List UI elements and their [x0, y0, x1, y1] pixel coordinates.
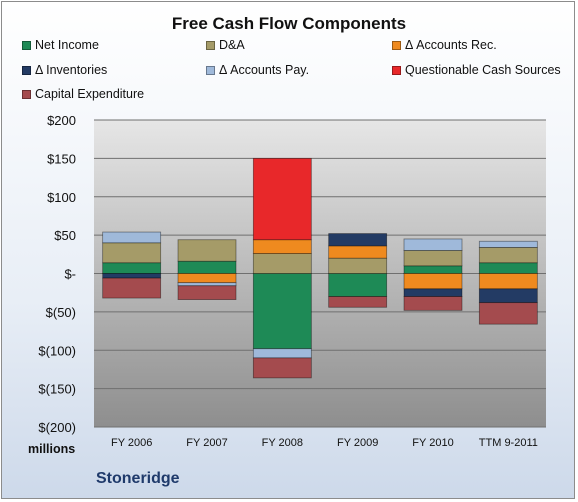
bar-segment — [328, 296, 388, 308]
bar-segment — [403, 265, 463, 274]
legend-swatch — [22, 89, 31, 99]
bar-segment — [403, 288, 463, 297]
legend-swatch — [22, 65, 31, 75]
company-name: Stoneridge — [96, 470, 180, 487]
y-tick-label: $200 — [47, 113, 76, 128]
bar-segment — [478, 247, 538, 264]
legend-entry-questionable-cash: Questionable Cash Sources — [392, 63, 561, 77]
y-tick-label: $100 — [47, 190, 76, 205]
bar-segment — [403, 250, 463, 267]
legend-label: Δ Inventories — [35, 63, 108, 77]
legend-label: Capital Expenditure — [35, 87, 145, 101]
bar-segment — [478, 273, 538, 290]
bar-segment — [328, 273, 388, 297]
chart-title: Free Cash Flow Components — [171, 14, 407, 33]
x-tick-label: TTM 9-2011 — [479, 437, 538, 449]
legend-swatch — [392, 65, 401, 75]
x-tick-label: FY 2006 — [111, 437, 152, 449]
bar-segment — [478, 288, 538, 304]
bar-segment — [252, 253, 312, 274]
legend-label: Δ Accounts Pay. — [219, 63, 310, 77]
legend-entry-accounts-pay: Δ Accounts Pay. — [206, 63, 309, 77]
bar-segment — [478, 240, 538, 248]
legend-label: D&A — [219, 38, 245, 52]
bar-segment — [328, 257, 388, 274]
bar-segment — [177, 260, 237, 274]
bar-segment — [102, 231, 162, 244]
legend-label: Δ Accounts Rec. — [405, 38, 497, 52]
legend-label: Questionable Cash Sources — [405, 63, 561, 77]
bar-segment — [328, 245, 388, 259]
bar-segment — [252, 357, 312, 379]
bar-segment — [177, 239, 237, 262]
y-tick-label: $150 — [47, 151, 76, 166]
bar-segment — [102, 262, 162, 274]
bar-segment — [102, 242, 162, 264]
legend-entry-net-income: Net Income — [22, 38, 99, 52]
legend-entry-capital-expenditure: Capital Expenditure — [22, 87, 144, 101]
bar-segment — [102, 273, 162, 279]
bar-segment — [177, 285, 237, 300]
bar-segment — [403, 238, 463, 251]
bar-segment — [177, 273, 237, 284]
x-tick-label: FY 2007 — [186, 437, 227, 449]
legend-entry-d-and-a: D&A — [206, 38, 245, 52]
bar-segment — [252, 157, 312, 241]
bar-segment — [177, 282, 237, 287]
bar-segment — [252, 239, 312, 254]
x-tick-label: FY 2008 — [262, 437, 303, 449]
legend-swatch — [206, 40, 215, 50]
units-label: millions — [28, 442, 76, 456]
legend-label: Net Income — [35, 38, 99, 52]
bar-segment — [403, 273, 463, 290]
bar-segment — [252, 348, 312, 359]
x-tick-label: FY 2010 — [412, 437, 453, 449]
legend-swatch — [392, 40, 401, 50]
y-tick-label: $(50) — [46, 305, 76, 320]
legend-entry-inventories: Δ Inventories — [22, 63, 107, 77]
bar-segment — [478, 262, 538, 274]
bar-segment — [478, 302, 538, 325]
y-tick-label: $- — [64, 267, 76, 282]
y-tick-label: $(200) — [38, 420, 76, 435]
legend-swatch — [22, 40, 31, 50]
bar-segment — [403, 296, 463, 311]
legend-entry-accounts-rec: Δ Accounts Rec. — [392, 38, 497, 52]
y-tick-label: $50 — [54, 228, 76, 243]
y-tick-label: $(150) — [38, 382, 76, 397]
bar-segment — [328, 233, 388, 247]
x-tick-label: FY 2009 — [337, 437, 378, 449]
bar-segment — [252, 273, 312, 350]
bar-segment — [102, 277, 162, 299]
legend-swatch — [206, 65, 215, 75]
y-tick-label: $(100) — [38, 343, 76, 358]
